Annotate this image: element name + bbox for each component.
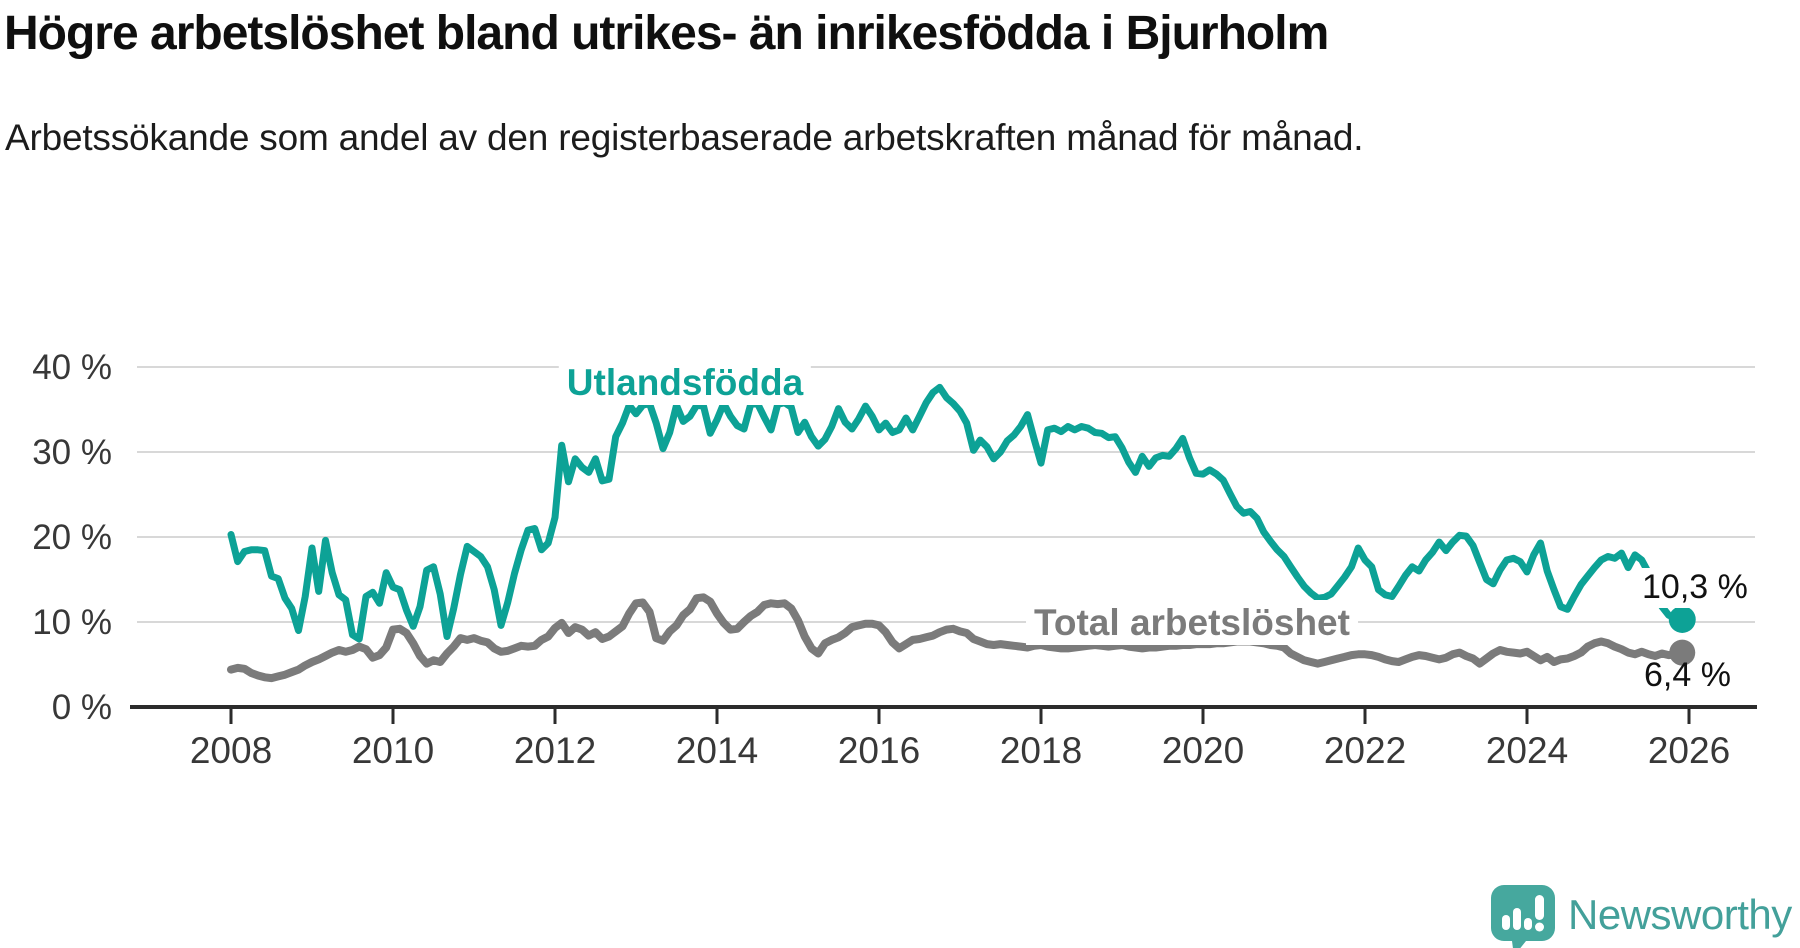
series-label-total-arbetsloshet: Total arbetslöshet bbox=[1026, 600, 1358, 645]
end-value-label-utlandsfodda: 10,3 % bbox=[1636, 568, 1754, 608]
x-tick-label: 2008 bbox=[190, 730, 272, 771]
end-value-label-total: 6,4 % bbox=[1644, 656, 1731, 694]
x-tick-label: 2018 bbox=[1000, 730, 1082, 771]
series-line-utlandsfodda bbox=[227, 383, 1686, 643]
newsworthy-wordmark: Newsworthy bbox=[1568, 891, 1792, 938]
chart-subtitle: Arbetssökande som andel av den registerb… bbox=[5, 117, 1364, 158]
y-tick-label: 10 % bbox=[32, 603, 112, 642]
newsworthy-icon bbox=[1491, 885, 1555, 948]
x-tick-label: 2010 bbox=[352, 730, 434, 771]
y-tick-label: 0 % bbox=[52, 688, 112, 727]
x-tick-label: 2016 bbox=[838, 730, 920, 771]
y-tick-label: 20 % bbox=[32, 518, 112, 557]
chart-title: Högre arbetslöshet bland utrikes- än inr… bbox=[4, 7, 1329, 60]
x-tick-label: 2022 bbox=[1324, 730, 1406, 771]
newsworthy-logo: Newsworthy bbox=[1490, 884, 1792, 948]
series-label-utlandsfodda: Utlandsfödda bbox=[558, 360, 812, 405]
end-dot-total bbox=[1669, 639, 1696, 666]
y-tick-label: 40 % bbox=[32, 348, 112, 387]
series-line-total bbox=[227, 593, 1687, 683]
x-tick-label: 2014 bbox=[676, 730, 758, 771]
x-tick-label: 2012 bbox=[514, 730, 596, 771]
y-tick-label: 30 % bbox=[32, 433, 112, 472]
x-tick-label: 2024 bbox=[1486, 730, 1568, 771]
x-tick-label: 2026 bbox=[1648, 730, 1730, 771]
x-tick-label: 2020 bbox=[1162, 730, 1244, 771]
end-dot-utlandsfodda bbox=[1668, 605, 1696, 633]
